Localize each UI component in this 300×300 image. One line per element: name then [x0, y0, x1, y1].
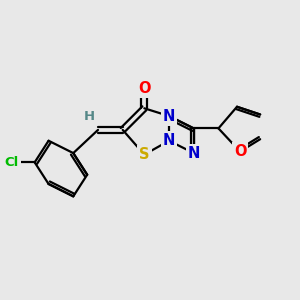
Text: N: N	[163, 133, 175, 148]
Text: N: N	[163, 109, 175, 124]
Text: N: N	[188, 146, 200, 160]
Text: O: O	[234, 144, 246, 159]
Text: Cl: Cl	[4, 156, 19, 169]
Text: O: O	[138, 81, 151, 96]
Text: S: S	[139, 147, 150, 162]
Text: H: H	[84, 110, 95, 122]
